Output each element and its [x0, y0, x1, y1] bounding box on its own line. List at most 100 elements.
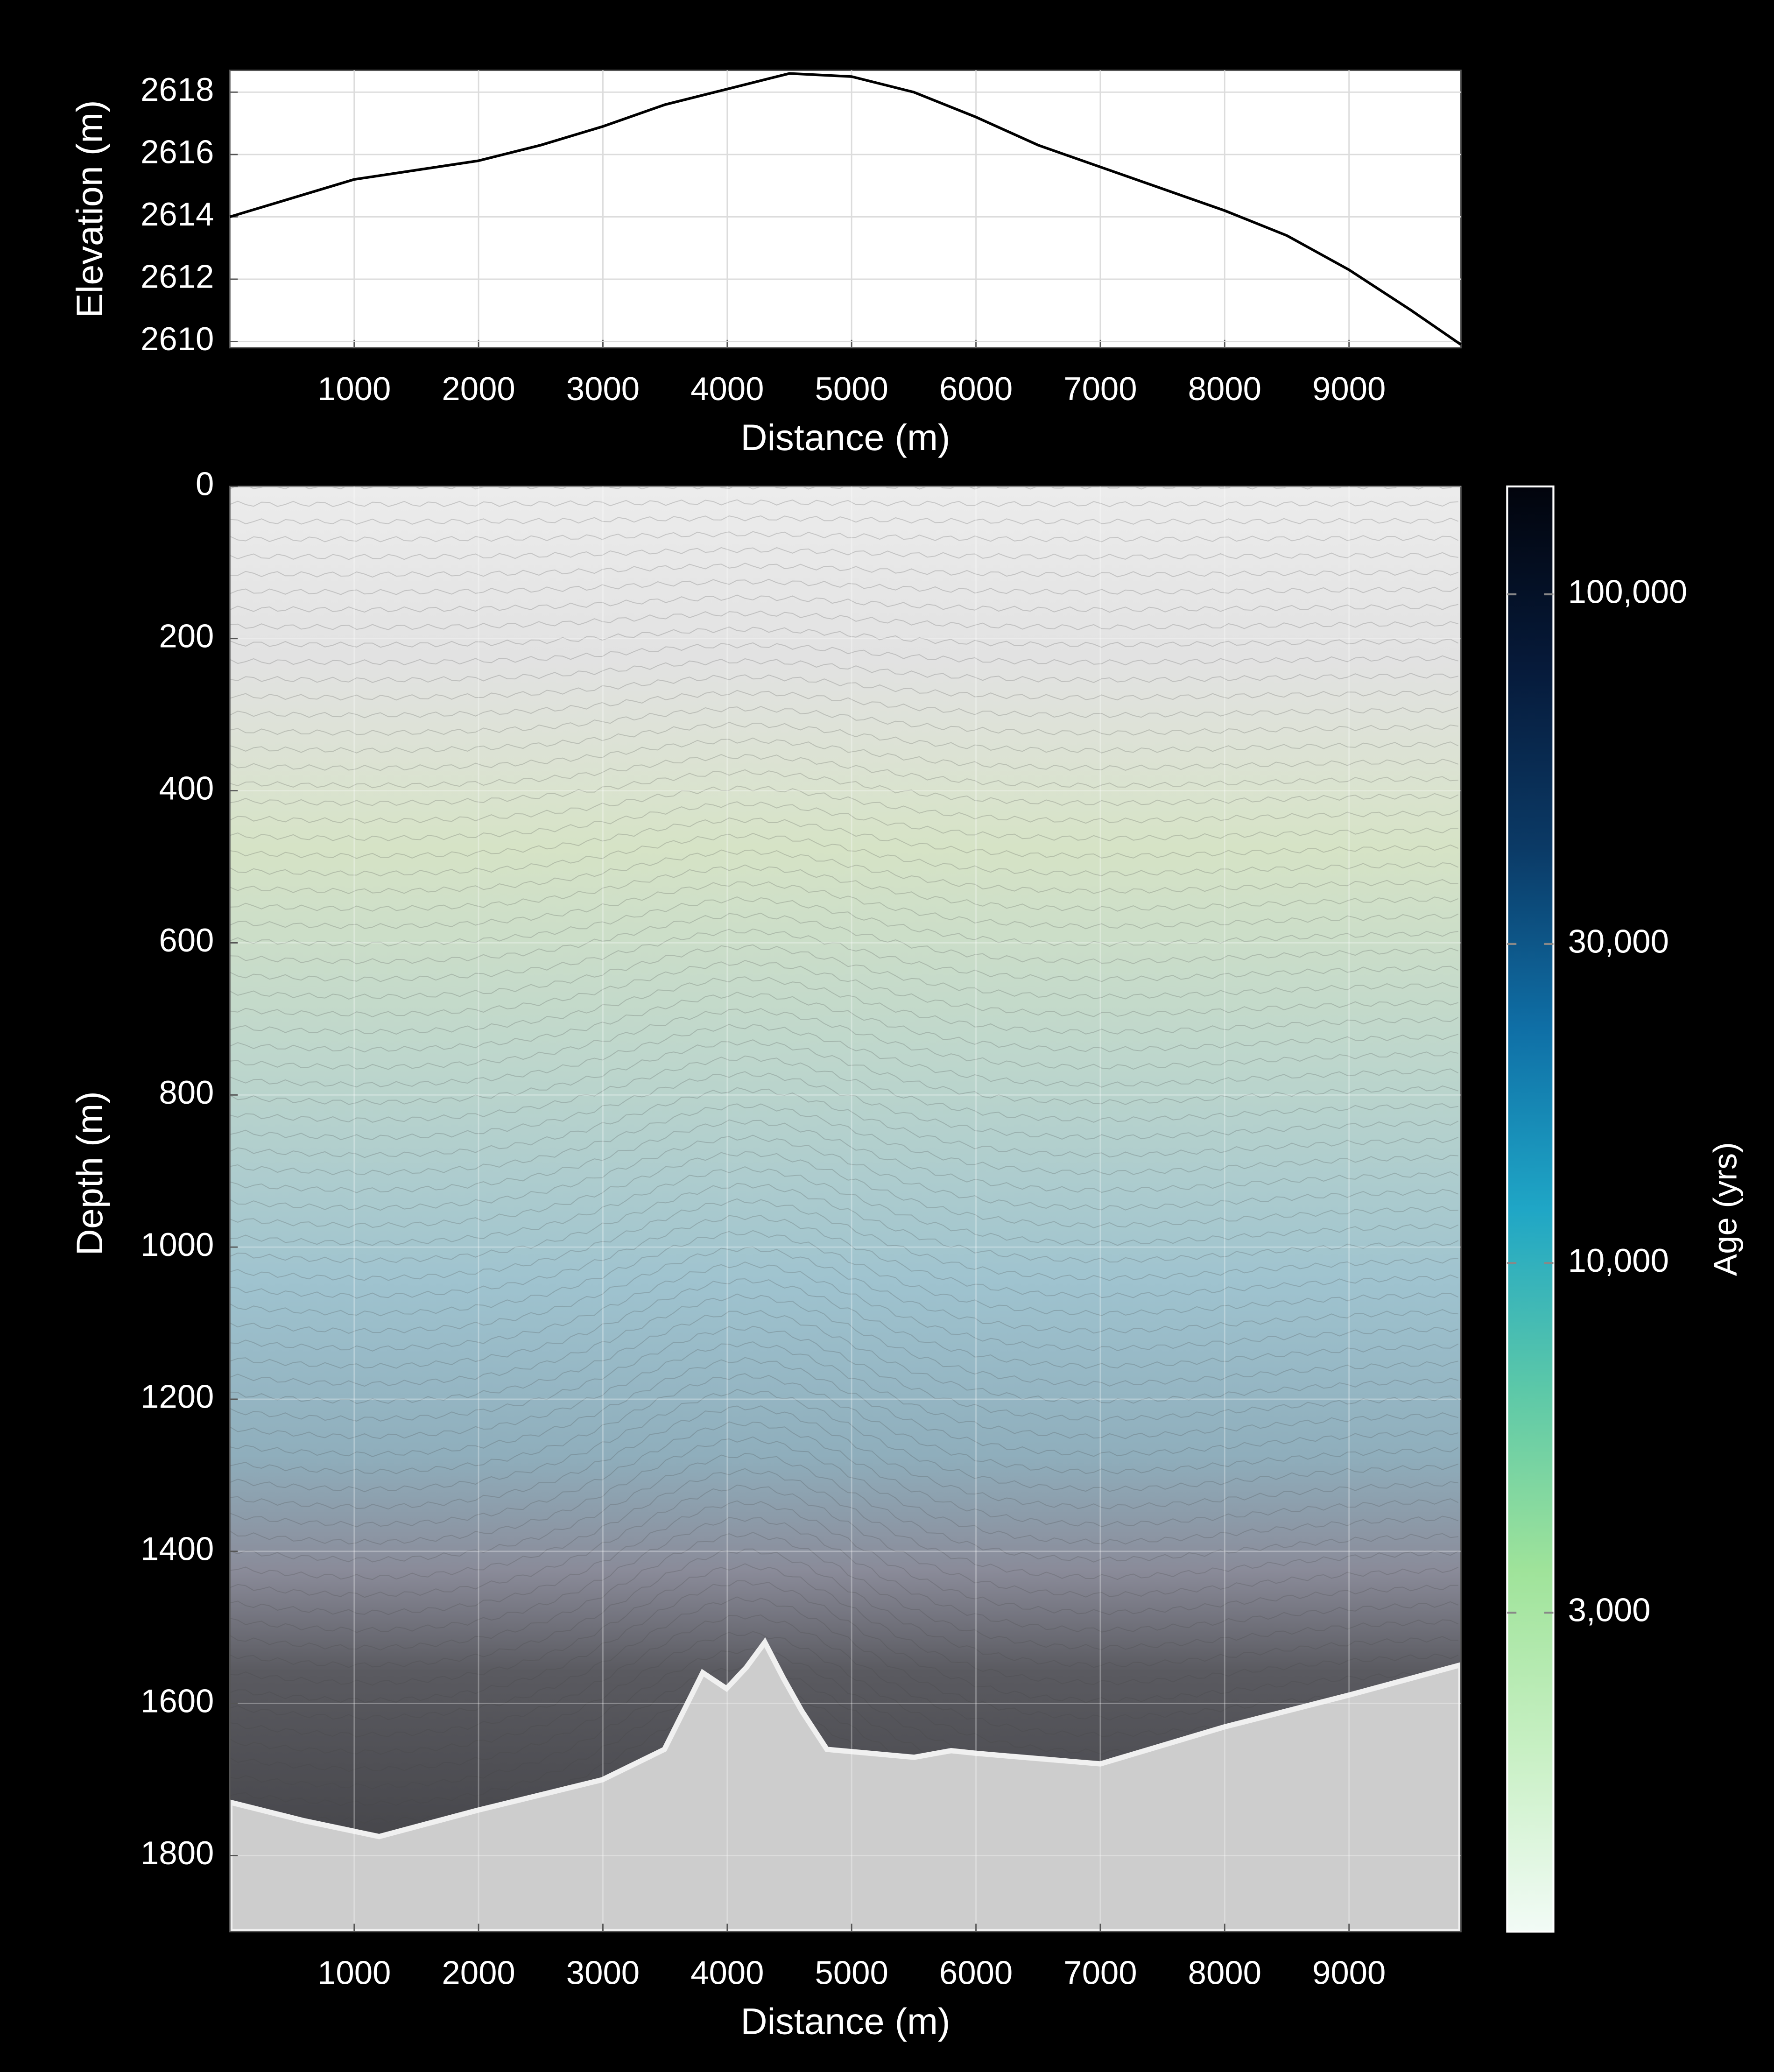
layer-line	[230, 1436, 1459, 1545]
layer-line	[230, 1008, 1458, 1070]
layer-line	[230, 1262, 1459, 1352]
layer-line	[230, 1500, 1458, 1615]
x-tick-label: 9000	[1312, 370, 1386, 407]
axes-frame	[229, 486, 1462, 1932]
y-axis-label: Depth (m)	[69, 1091, 110, 1255]
x-tick-label: 6000	[939, 1954, 1013, 1991]
layer-line	[230, 944, 1458, 1000]
layer-line	[230, 1531, 1459, 1651]
y-tick-label: 2610	[141, 320, 214, 357]
layer-line	[230, 1230, 1459, 1317]
x-tick-label: 8000	[1188, 1954, 1261, 1991]
layer-line	[230, 960, 1459, 1018]
layer-line	[230, 1548, 1458, 1668]
layer-line	[230, 1087, 1459, 1158]
y-axis-label: Elevation (m)	[69, 100, 110, 318]
layer-line	[230, 547, 1458, 560]
x-tick-label: 2000	[442, 1954, 515, 1991]
y-tick-label: 1200	[141, 1378, 214, 1415]
layer-line	[230, 515, 1459, 525]
layer-line	[230, 1468, 1459, 1580]
x-axis-label: Distance (m)	[740, 416, 950, 458]
y-tick-label: 2614	[141, 196, 214, 233]
layer-line	[230, 1580, 1459, 1703]
layer-line	[230, 1071, 1459, 1141]
layer-line	[230, 1215, 1459, 1299]
y-tick-label: 400	[159, 769, 214, 806]
y-tick-label: 2612	[141, 258, 214, 295]
layer-line	[230, 832, 1459, 877]
layer-line	[230, 1596, 1458, 1721]
layer-line	[230, 1405, 1458, 1510]
layer-line	[230, 769, 1459, 806]
layer-line	[230, 1484, 1459, 1598]
radargram-background	[230, 486, 1461, 1932]
layer-line	[230, 991, 1459, 1053]
y-tick-label: 1600	[141, 1682, 214, 1719]
layer-line	[230, 1246, 1458, 1334]
layer-line	[230, 1119, 1459, 1193]
layer-line	[230, 817, 1459, 859]
x-tick-label: 5000	[815, 370, 888, 407]
layer-line	[230, 928, 1459, 982]
x-tick-label: 4000	[690, 370, 764, 407]
layer-line	[230, 1517, 1459, 1633]
x-tick-label: 7000	[1063, 370, 1137, 407]
layer-line	[230, 896, 1458, 947]
layer-line	[230, 1024, 1459, 1088]
radargram	[230, 486, 1461, 1932]
x-tick-label: 3000	[566, 1954, 640, 1991]
x-tick-label: 5000	[815, 1954, 888, 1991]
layer-line	[230, 1421, 1459, 1528]
layer-line	[230, 785, 1459, 824]
layer-line	[230, 1198, 1458, 1281]
x-axis-label: Distance (m)	[740, 2000, 950, 2042]
x-tick-label: 4000	[690, 1954, 764, 1991]
layer-line	[230, 1135, 1459, 1211]
layer-line	[230, 864, 1459, 912]
y-tick-label: 0	[196, 465, 214, 502]
y-tick-label: 1000	[141, 1226, 214, 1263]
layer-line	[230, 499, 1458, 507]
layer-line	[230, 1563, 1459, 1686]
layer-line	[230, 1388, 1459, 1493]
layer-line	[230, 1278, 1459, 1369]
layer-line	[230, 1151, 1458, 1228]
y-tick-label: 800	[159, 1074, 214, 1111]
layer-line	[230, 1103, 1458, 1176]
layer-line	[230, 486, 1454, 490]
layer-line	[230, 1325, 1459, 1422]
layer-line	[230, 610, 1459, 631]
layer-line	[230, 881, 1459, 930]
x-tick-label: 6000	[939, 370, 1013, 407]
layer-line	[230, 642, 1459, 666]
y-tick-label: 1800	[141, 1834, 214, 1871]
layer-line	[230, 705, 1458, 736]
bedrock	[230, 1637, 1461, 1932]
layer-line	[230, 1183, 1459, 1264]
layer-line	[230, 1357, 1458, 1457]
x-tick-label: 7000	[1063, 1954, 1137, 1991]
x-tick-label: 1000	[317, 370, 391, 407]
layer-line	[230, 578, 1459, 595]
layer-line	[230, 531, 1459, 543]
layer-line	[230, 801, 1458, 841]
layer-line	[230, 737, 1459, 771]
layer-line	[230, 563, 1459, 578]
layer-line	[230, 1039, 1459, 1105]
y-tick-label: 1400	[141, 1530, 214, 1567]
layer-line	[230, 721, 1459, 754]
layer-line	[230, 1166, 1459, 1246]
y-tick-label: 600	[159, 922, 214, 958]
layer-line	[230, 690, 1459, 719]
y-tick-label: 2618	[141, 71, 214, 108]
colorbar-tick-label: 100,000	[1568, 573, 1688, 610]
y-tick-label: 200	[159, 617, 214, 654]
layer-line	[230, 912, 1459, 965]
layer-line	[230, 1341, 1458, 1439]
colorbar-tick-label: 10,000	[1568, 1242, 1669, 1279]
layer-line	[230, 849, 1458, 895]
y-tick-label: 2616	[141, 134, 214, 170]
